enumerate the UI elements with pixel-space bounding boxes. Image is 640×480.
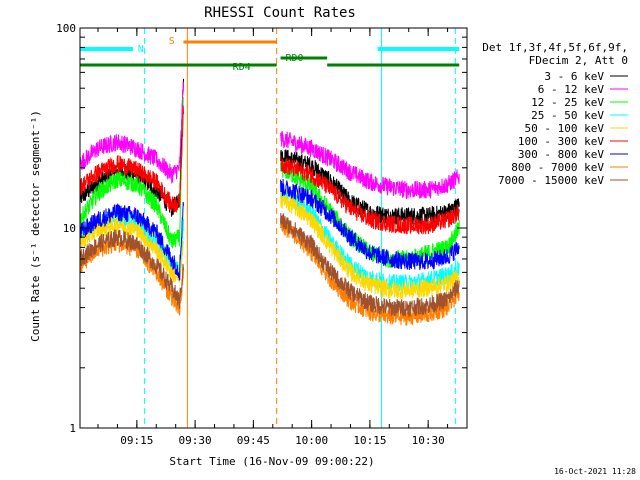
state-label-rd4: RD4 <box>233 62 251 73</box>
state-label-s: S <box>169 36 175 47</box>
x-tick-label-4: 10:15 <box>353 434 386 447</box>
series-line-6 <box>79 178 460 281</box>
legend-header-0: Det 1f,3f,4f,5f,6f,9f, <box>482 41 628 54</box>
y-axis-label: Count Rate (s⁻¹ detector segment⁻¹) <box>29 110 42 342</box>
y-tick-label-0: 1 <box>69 422 76 435</box>
series-line-1 <box>79 81 460 200</box>
state-label-rd0: RD0 <box>286 53 304 64</box>
x-tick-label-3: 10:00 <box>295 434 328 447</box>
x-tick-label-0: 09:15 <box>120 434 153 447</box>
legend-label-1: 6 - 12 keV <box>538 83 605 96</box>
x-axis-label: Start Time (16-Nov-09 09:00:22) <box>169 455 374 468</box>
series-line-8 <box>79 212 460 319</box>
legend-label-3: 25 - 50 keV <box>531 109 604 122</box>
y-tick-label-2: 100 <box>56 22 76 35</box>
x-tick-label-1: 09:30 <box>179 434 212 447</box>
legend-label-7: 800 - 7000 keV <box>511 161 604 174</box>
series-line-4 <box>79 191 460 299</box>
y-tick-label-1: 10 <box>63 222 76 235</box>
chart-title: RHESSI Count Rates <box>204 5 356 21</box>
x-tick-label-2: 09:45 <box>237 434 270 447</box>
legend-label-8: 7000 - 15000 keV <box>498 174 604 187</box>
legend-header-1: FDecim 2, Att 0 <box>529 54 628 67</box>
legend-label-0: 3 - 6 keV <box>544 70 604 83</box>
x-tick-label-5: 10:30 <box>412 434 445 447</box>
series-line-5 <box>79 105 460 235</box>
legend-label-2: 12 - 25 keV <box>531 96 604 109</box>
legend-label-4: 50 - 100 keV <box>525 122 605 135</box>
state-label-n: N <box>138 44 144 55</box>
legend-label-6: 300 - 800 keV <box>518 148 604 161</box>
legend-label-5: 100 - 300 keV <box>518 135 604 148</box>
timestamp-label: 16-Oct-2021 11:28 <box>554 467 636 476</box>
